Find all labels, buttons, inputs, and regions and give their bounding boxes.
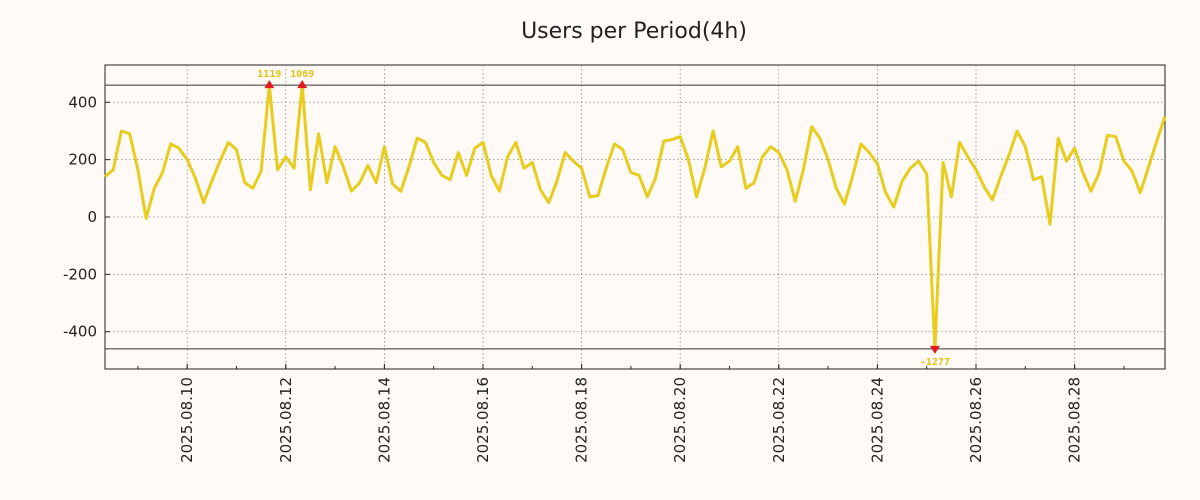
grid xyxy=(105,65,1165,369)
series-layer xyxy=(104,83,1167,351)
x-tick-label: 2025.08.14 xyxy=(375,377,393,463)
trough-label: -1277 xyxy=(920,357,950,368)
x-tick-label: 2025.08.22 xyxy=(770,377,788,463)
x-tick-label: 2025.08.28 xyxy=(1066,377,1084,463)
x-tick-label: 2025.08.12 xyxy=(277,377,295,463)
y-tick-label: -400 xyxy=(63,323,97,341)
clip-lines xyxy=(105,84,1165,350)
chart-title: Users per Period(4h) xyxy=(521,19,747,44)
annotations: 1119 1069 -1277 xyxy=(257,69,950,368)
x-tick-label: 2025.08.26 xyxy=(967,377,985,463)
x-tick-label: 2025.08.16 xyxy=(474,377,492,463)
y-tick-label: 0 xyxy=(87,208,97,226)
x-tick-label: 2025.08.24 xyxy=(868,377,886,463)
peak-label: 1119 xyxy=(257,69,281,80)
x-tick-label: 2025.08.18 xyxy=(573,377,591,463)
y-tick-label: 200 xyxy=(68,151,97,169)
x-axis: 2025.08.10 2025.08.12 2025.08.14 2025.08.16… xyxy=(137,364,1125,463)
peak-marker xyxy=(297,80,308,89)
peak-marker xyxy=(264,80,275,89)
trough-marker xyxy=(929,345,940,354)
x-tick-label: 2025.08.10 xyxy=(178,377,196,463)
peak-label: 1069 xyxy=(290,69,314,80)
y-axis: 400 200 0 -200 -400 xyxy=(63,93,110,341)
y-tick-label: -200 xyxy=(63,265,97,283)
series-line-users xyxy=(104,83,1167,351)
y-tick-label: 400 xyxy=(68,93,97,111)
x-tick-label: 2025.08.20 xyxy=(671,377,689,463)
